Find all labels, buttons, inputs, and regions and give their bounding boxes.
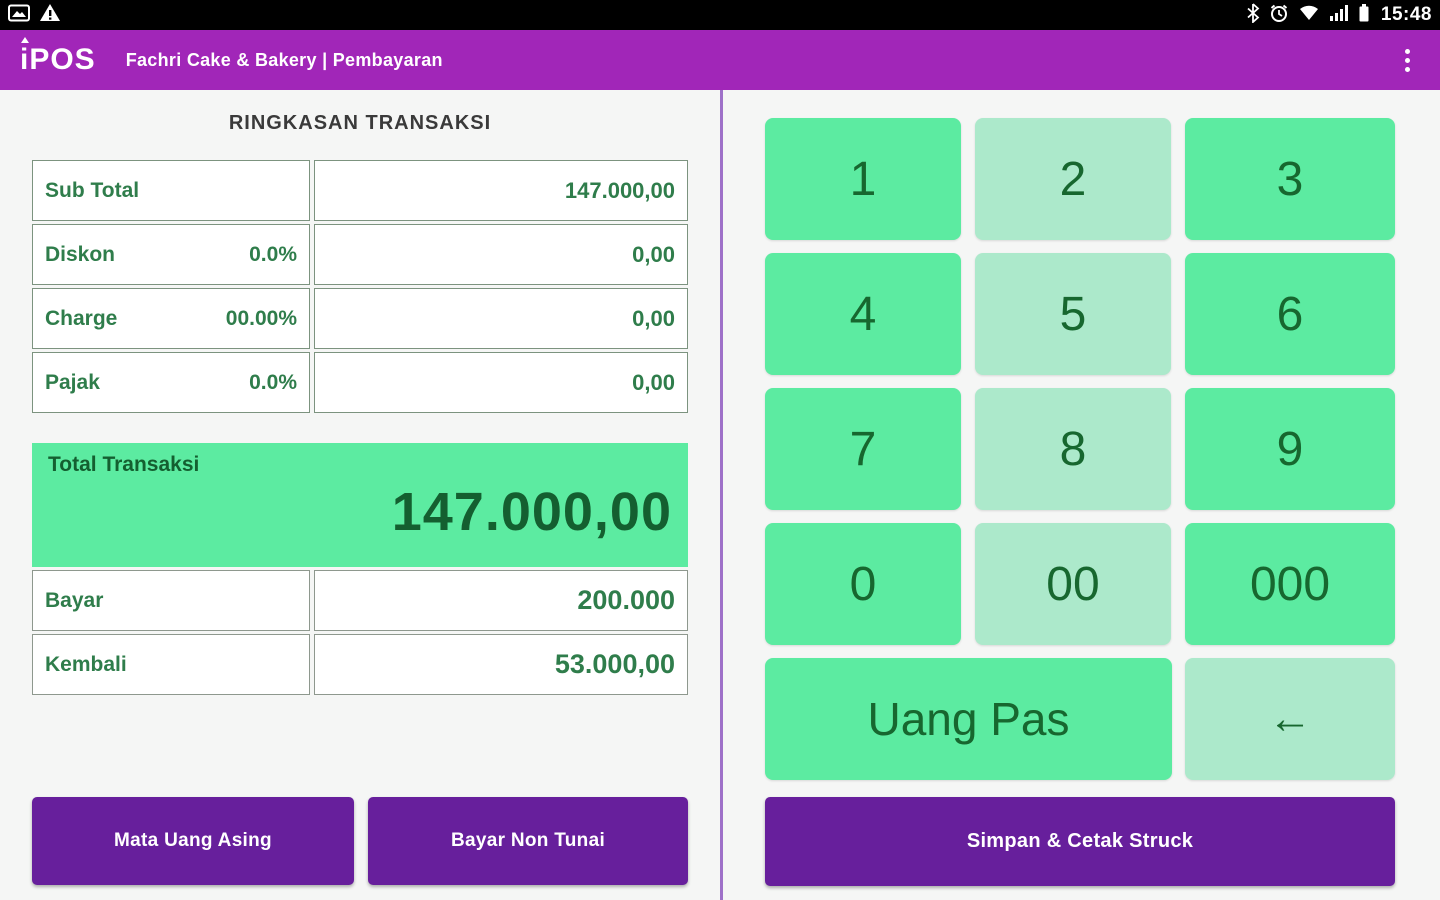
tax-label: Pajak — [45, 370, 100, 394]
charge-label: Charge — [45, 306, 118, 330]
status-bar: 15:48 — [0, 0, 1440, 30]
screenshot-icon — [8, 3, 30, 28]
keypad: 1 2 3 4 5 6 7 8 9 0 00 000 Uang Pas ← Si… — [765, 118, 1395, 886]
keypad-key-8[interactable]: 8 — [975, 388, 1171, 510]
change-label: Kembali — [45, 652, 127, 676]
keypad-key-2[interactable]: 2 — [975, 118, 1171, 240]
discount-pct: 0.0% — [249, 242, 297, 266]
status-bar-right: 15:48 — [1246, 2, 1432, 28]
charge-value: 0,00 — [632, 305, 675, 331]
subtotal-label: Sub Total — [45, 178, 140, 202]
signal-icon — [1329, 3, 1349, 28]
summary-table: Sub Total 147.000,00 Diskon 0.0% 0,00 Ch… — [32, 160, 688, 416]
subtotal-value: 147.000,00 — [564, 177, 675, 203]
summary-row-charge: Charge 00.00% 0,00 — [32, 288, 688, 349]
summary-row-tax: Pajak 0.0% 0,00 — [32, 352, 688, 413]
tax-value: 0,00 — [632, 369, 675, 395]
summary-heading: RINGKASAN TRANSAKSI — [228, 112, 492, 134]
keypad-key-4[interactable]: 4 — [765, 253, 961, 375]
total-value: 147.000,00 — [391, 482, 672, 542]
total-label: Total Transaksi — [48, 453, 200, 476]
discount-value: 0,00 — [632, 241, 675, 267]
alarm-icon — [1269, 3, 1289, 28]
app-logo: iPOS — [20, 37, 96, 76]
paid-value: 200.000 — [577, 585, 675, 615]
battery-icon — [1358, 3, 1370, 28]
keypad-key-9[interactable]: 9 — [1185, 388, 1395, 510]
total-transaction-box: Total Transaksi 147.000,00 — [32, 443, 688, 567]
keypad-key-3[interactable]: 3 — [1185, 118, 1395, 240]
backspace-key[interactable]: ← — [1185, 658, 1395, 780]
bluetooth-icon — [1246, 2, 1260, 28]
keypad-key-7[interactable]: 7 — [765, 388, 961, 510]
wifi-icon — [1298, 3, 1320, 28]
exact-cash-button[interactable]: Uang Pas — [765, 658, 1172, 780]
save-print-receipt-button[interactable]: Simpan & Cetak Struck — [765, 797, 1395, 886]
main-content: RINGKASAN TRANSAKSI Sub Total 147.000,00… — [0, 90, 1440, 900]
app-bar: iPOS Fachri Cake & Bakery | Pembayaran — [0, 30, 1440, 90]
keypad-key-5[interactable]: 5 — [975, 253, 1171, 375]
summary-row-subtotal: Sub Total 147.000,00 — [32, 160, 688, 221]
warning-icon — [39, 3, 61, 28]
keypad-key-6[interactable]: 6 — [1185, 253, 1395, 375]
status-time: 15:48 — [1380, 4, 1432, 25]
non-cash-payment-button[interactable]: Bayar Non Tunai — [368, 797, 688, 885]
keypad-key-00[interactable]: 00 — [975, 523, 1171, 645]
keypad-key-000[interactable]: 000 — [1185, 523, 1395, 645]
status-bar-left — [8, 3, 61, 28]
payment-row-change: Kembali 53.000,00 — [32, 634, 688, 695]
foreign-currency-button[interactable]: Mata Uang Asing — [32, 797, 354, 885]
payment-table: Bayar 200.000 Kembali 53.000,00 — [32, 570, 688, 698]
summary-row-discount: Diskon 0.0% 0,00 — [32, 224, 688, 285]
discount-label: Diskon — [45, 242, 116, 266]
payment-row-paid: Bayar 200.000 — [32, 570, 688, 631]
charge-pct: 00.00% — [225, 306, 297, 330]
tax-pct: 0.0% — [249, 370, 297, 394]
keypad-key-0[interactable]: 0 — [765, 523, 961, 645]
change-value: 53.000,00 — [554, 649, 675, 679]
keypad-key-1[interactable]: 1 — [765, 118, 961, 240]
overflow-menu-icon[interactable] — [1395, 43, 1420, 78]
panel-divider — [720, 90, 723, 900]
paid-label: Bayar — [45, 588, 104, 612]
app-title: Fachri Cake & Bakery | Pembayaran — [125, 49, 443, 70]
